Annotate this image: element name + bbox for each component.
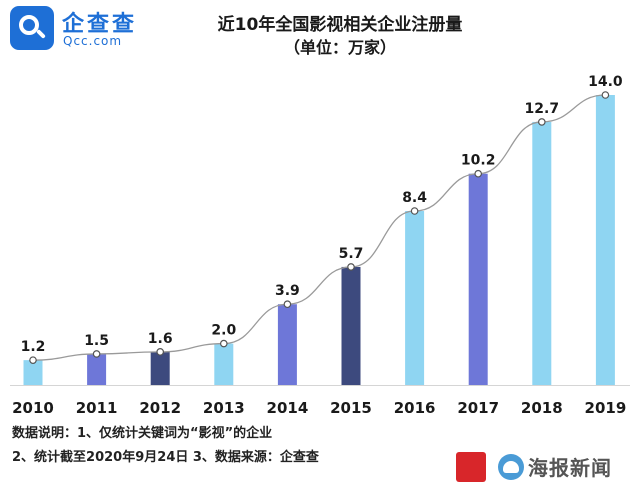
note-line-2: 2、统计截至2020年9月24日 3、数据来源：企查查 [12,450,319,465]
search-logo-icon [10,6,54,50]
x-tick-label: 2014 [267,399,309,417]
x-tick-label: 2018 [521,399,563,417]
trend-point [220,339,228,348]
data-label: 1.2 [21,339,46,355]
data-notes: 数据说明：1、仅统计关键词为“影视”的企业 2、统计截至2020年9月24日 3… [12,422,319,470]
brand-name: 海报新闻 [528,456,612,480]
data-label: 10.2 [461,153,496,169]
bar [150,351,170,385]
data-label: 14.0 [588,74,623,90]
qcc-logo: 企查查 Qcc.com [10,6,160,50]
x-tick-label: 2012 [139,399,181,417]
note-line-1: 数据说明：1、仅统计关键词为“影视”的企业 [12,426,273,441]
bar [23,360,43,385]
bar [87,353,107,385]
x-tick-label: 2010 [12,399,54,417]
bar [468,173,488,385]
bar [405,211,425,385]
bar [277,304,297,385]
x-tick-label: 2016 [394,399,436,417]
chart-subtitle: （单位：万家） [283,38,396,57]
x-tick-label: 2011 [76,399,118,417]
bar [214,343,234,385]
bar [532,121,552,385]
data-label: 3.9 [275,283,300,299]
logo-name: 企查查 [62,12,138,37]
trend-line [32,94,606,361]
bar [595,95,615,385]
trend-point [92,350,101,358]
data-label: 2.0 [211,323,236,339]
trend-point [601,91,610,99]
x-tick-label: 2017 [457,399,499,417]
trend-point [474,169,483,178]
data-label: 12.7 [525,101,560,117]
bar [341,266,361,385]
trend-point [29,356,37,364]
logo-domain: Qcc.com [63,34,123,48]
x-tick-label: 2019 [585,399,627,417]
data-label: 1.5 [84,333,109,349]
trend-point [283,300,292,309]
dazhong-badge-icon [456,452,486,482]
trend-point [156,348,165,356]
haibao-icon [498,454,524,480]
chart-title: 近10年全国影视相关企业注册量 [217,15,463,35]
trend-point [410,207,419,215]
data-label: 8.4 [402,190,427,206]
trend-point [537,118,546,126]
trend-point [347,263,355,271]
x-tick-label: 2015 [330,399,372,417]
haibao-brand: 海报新闻 [456,450,626,484]
data-label: 5.7 [339,246,364,262]
x-tick-label: 2013 [203,399,245,417]
data-label: 1.6 [148,331,173,347]
